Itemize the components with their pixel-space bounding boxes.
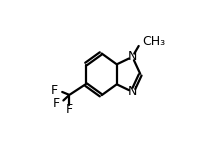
Text: F: F <box>66 103 73 116</box>
Text: F: F <box>51 84 58 97</box>
Text: N: N <box>128 85 137 98</box>
Text: F: F <box>53 97 60 110</box>
Text: N: N <box>128 50 137 63</box>
Text: CH₃: CH₃ <box>142 35 165 48</box>
